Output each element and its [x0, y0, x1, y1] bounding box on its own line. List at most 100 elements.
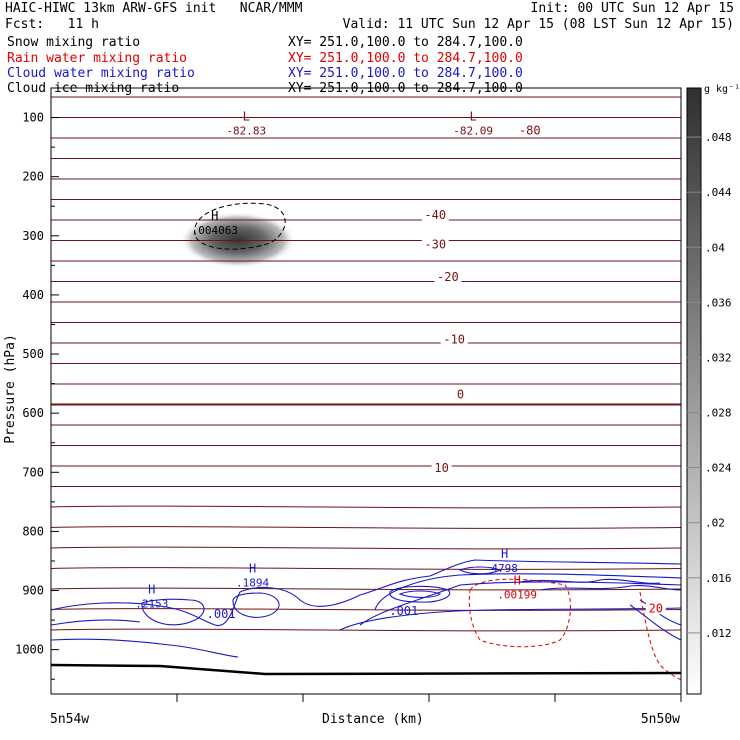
y-tick-label: 400	[22, 288, 44, 302]
isotherm-line	[51, 239, 681, 242]
extremum-marker: H	[249, 562, 256, 576]
extremum-value: .00199	[497, 589, 537, 602]
isotherm-line	[51, 198, 681, 201]
y-tick-label: 700	[22, 465, 44, 479]
isotherm-line	[51, 567, 681, 570]
field-xy-cloud-water: XY= 251.0,100.0 to 284.7,100.0	[288, 66, 523, 81]
contour-label: -10	[443, 332, 465, 346]
colorbar: .012 .016 .02 .024 .028 .032 .036 .04 .044 .048 g …	[686, 84, 740, 695]
extremum-marker: L	[243, 109, 250, 123]
colorbar-tick-label: .048	[705, 131, 732, 144]
extremum-marker: H	[148, 582, 155, 596]
contour-label-bg	[431, 461, 452, 475]
isotherm-line	[51, 465, 681, 467]
contour-label: 20	[649, 601, 663, 615]
isotherm-line	[51, 219, 681, 221]
y-tick-label: 800	[22, 524, 44, 538]
isotherm-line	[51, 321, 681, 324]
colorbar-unit: g kg⁻¹	[704, 84, 740, 95]
contour-label-bg	[645, 601, 666, 615]
isotherm-line	[51, 587, 681, 591]
extremum-marker: H	[211, 209, 218, 223]
extremum-value: .2153	[135, 597, 168, 610]
extremum-value: .1894	[236, 577, 269, 590]
isotherm-line	[51, 526, 681, 529]
isotherm-line	[51, 485, 681, 488]
isotherm-line	[51, 116, 681, 119]
y-tick-label: 600	[22, 406, 44, 420]
extremum-value: 4798	[491, 562, 518, 575]
isotherm-line	[51, 424, 681, 426]
contour-label-bg	[516, 123, 544, 137]
contour-label-bg	[421, 237, 449, 251]
contour-label-bg	[434, 270, 462, 284]
isotherm-line	[51, 362, 681, 365]
y-tick-label: 1000	[15, 643, 44, 657]
contour-label-bg	[440, 332, 468, 346]
cloud-ice-contour	[194, 202, 286, 250]
extremum-marker: L	[469, 109, 476, 123]
isotherm-line	[51, 157, 681, 160]
field-name-rain: Rain water mixing ratio	[7, 51, 188, 66]
isotherm-line	[51, 608, 681, 611]
extremum-value: -82.83	[226, 124, 266, 137]
isotherm-line	[51, 342, 681, 344]
contour-annotations: -80-40-30-20-1001020.001.001L-82.83L-82.…	[135, 109, 666, 621]
pressure-axis: 100 200 300 400 500 600 700 800 900 1000	[15, 111, 59, 680]
y-tick-label: 300	[22, 229, 44, 243]
isotherm-line	[51, 546, 681, 550]
isotherm-line	[51, 137, 681, 139]
isotherm-line	[51, 96, 681, 98]
colorbar-tick-label: .016	[705, 572, 732, 585]
y-tick-label: 900	[22, 584, 44, 598]
isotherm-line	[51, 280, 681, 283]
rain-water-contours	[468, 578, 681, 681]
forecast-hour: Fcst: 11 h	[5, 17, 99, 32]
isotherm-line	[51, 628, 681, 632]
isotherm-line	[51, 383, 681, 385]
contour-label: 10	[434, 461, 448, 475]
plot-frame	[50, 87, 682, 695]
colorbar-fill	[686, 87, 702, 695]
contour-label: .001	[207, 607, 236, 621]
y-tick-label: 500	[22, 347, 44, 361]
extremum-marker: H	[501, 547, 508, 561]
isotherm-line	[51, 178, 681, 180]
init-time: Init: 00 UTC Sun 12 Apr 15	[530, 1, 735, 16]
distance-axis	[176, 694, 682, 702]
terrain-line	[51, 663, 681, 676]
contour-label-bg	[421, 208, 449, 222]
model-title: HAIC-HIWC 13km ARW-GFS init NCAR/MMM	[5, 1, 303, 16]
extremum-value: -82.09	[453, 124, 493, 137]
isotherm-line	[51, 301, 681, 303]
x-end-label: 5n50w	[640, 712, 680, 727]
contour-label-bg	[454, 387, 467, 401]
contour-label: -30	[424, 238, 446, 252]
extremum-marker: H	[514, 574, 521, 588]
colorbar-tick-label: .032	[705, 351, 732, 364]
valid-time: Valid: 11 UTC Sun 12 Apr 15 (08 LST Sun …	[342, 17, 734, 32]
field-xy-snow: XY= 251.0,100.0 to 284.7,100.0	[288, 35, 523, 50]
contour-label: -80	[519, 124, 541, 138]
field-name-cloud-water: Cloud water mixing ratio	[7, 66, 195, 81]
colorbar-tick-label: .044	[705, 186, 732, 199]
y-axis-title: Pressure (hPa)	[3, 334, 18, 444]
x-axis-title: Distance (km)	[322, 712, 424, 727]
temperature-contours	[51, 96, 681, 632]
field-name-snow: Snow mixing ratio	[7, 35, 141, 50]
isotherm-line	[51, 403, 681, 406]
contour-label: -20	[437, 270, 459, 284]
colorbar-tick-label: .036	[705, 296, 732, 309]
contour-label: -40	[424, 208, 446, 222]
y-tick-label: 100	[22, 111, 44, 125]
colorbar-tick-label: .024	[705, 462, 732, 475]
colorbar-tick-label: .028	[705, 407, 732, 420]
colorbar-tick-label: .02	[705, 517, 725, 530]
isotherm-line	[51, 260, 681, 262]
extremum-value: .004063	[192, 224, 238, 237]
y-tick-label: 200	[22, 170, 44, 184]
field-xy-rain: XY= 251.0,100.0 to 284.7,100.0	[288, 51, 523, 66]
contour-label: .001	[389, 604, 418, 618]
